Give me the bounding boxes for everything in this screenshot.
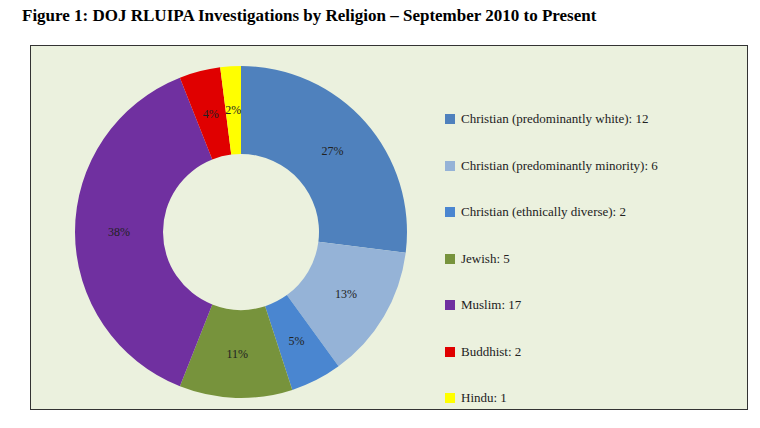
html-text:Figure 1: DOJ RLUIPA Investiga: Figure 1: DOJ RLUIPA Investigations by R…: [22, 6, 597, 25]
html-text:Christian (ethnically diverse): Christian (ethnically diverse): 2: [461, 204, 626, 220]
svg-text:4%: 4%: [203, 107, 219, 121]
html-text:Jewish: 5: Jewish: 5: [461, 250, 510, 266]
svg-text:11%: 11%: [226, 347, 248, 361]
html-text:Hindu: 1: Hindu: 1: [461, 390, 507, 406]
html-text:Muslim: 17: Muslim: 17: [461, 297, 522, 313]
html-text:Christian (predominantly white: Christian (predominantly white): 12: [461, 111, 649, 127]
svg-text:13%: 13%: [335, 287, 357, 301]
html-text:Christian (predominantly minor: Christian (predominantly minority): 6: [461, 157, 658, 173]
html-text:Buddhist: 2: Buddhist: 2: [461, 343, 522, 359]
svg-text:38%: 38%: [108, 225, 130, 239]
svg-text:5%: 5%: [288, 334, 304, 348]
svg-text:2%: 2%: [225, 103, 241, 117]
svg-text:27%: 27%: [322, 144, 344, 158]
